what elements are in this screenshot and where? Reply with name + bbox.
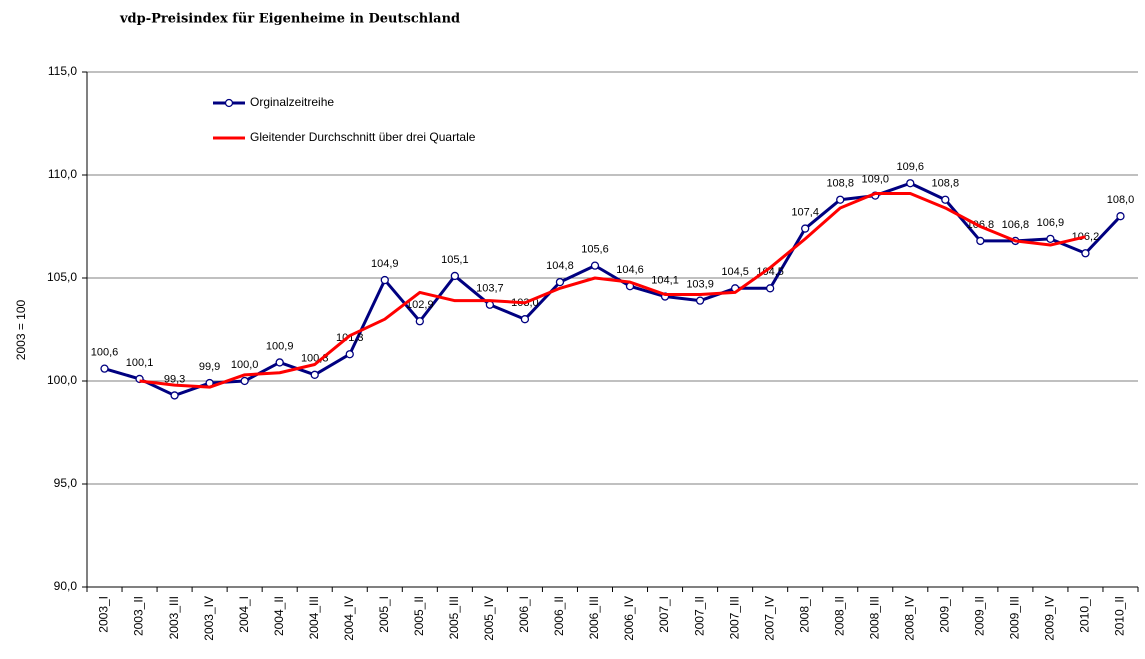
data-label: 99,3 (164, 373, 185, 385)
data-label: 100,1 (126, 357, 154, 369)
x-tick-label: 2008_IV (902, 596, 916, 641)
point (906, 179, 915, 188)
series-line (104, 181, 1122, 397)
data-label: 100,9 (266, 340, 294, 352)
x-tick-label: 2008_II (832, 596, 846, 636)
data-label: 104,5 (756, 266, 784, 278)
data-label: 109,0 (861, 174, 889, 186)
legend-label: Orginalzeitreihe (250, 95, 334, 109)
point (941, 195, 950, 204)
point (100, 364, 109, 373)
x-tick-label: 2005_II (412, 596, 426, 636)
data-label: 106,9 (1037, 217, 1065, 229)
data-label: 104,5 (721, 266, 749, 278)
data-label: 103,9 (686, 279, 714, 291)
point (240, 376, 249, 386)
point (450, 271, 460, 281)
point (275, 358, 284, 367)
point (1046, 234, 1055, 244)
data-label: 100,0 (231, 359, 259, 371)
x-tick-label: 2006_II (552, 596, 566, 636)
x-tick-label: 2009_IV (1043, 596, 1057, 641)
data-label: 105,6 (581, 244, 609, 256)
point (766, 284, 775, 293)
y-tick-label: 95,0 (54, 476, 78, 490)
point (976, 236, 985, 246)
data-label: 100,6 (91, 347, 119, 359)
x-tick-label: 2005_IV (482, 596, 496, 641)
series-line (139, 192, 1086, 389)
point (345, 350, 354, 359)
x-tick-label: 2005_I (377, 596, 391, 633)
x-tick-label: 2003_III (167, 596, 181, 639)
data-label: 108,8 (932, 178, 960, 190)
x-tick-label: 2003_IV (202, 596, 216, 641)
point (1081, 249, 1090, 258)
point (170, 391, 179, 400)
data-label: 108,0 (1107, 194, 1135, 206)
legend-marker (224, 98, 234, 108)
x-tick-label: 2009_I (937, 596, 951, 633)
x-tick-label: 2010_I (1078, 596, 1092, 633)
x-tick-label: 2006_I (517, 596, 531, 633)
x-tick-label: 2004_I (237, 596, 251, 633)
point (485, 300, 495, 309)
x-tick-label: 2008_I (797, 596, 811, 633)
data-label: 104,8 (546, 260, 574, 272)
data-label: 107,4 (791, 206, 819, 218)
point (520, 315, 530, 324)
x-tick-label: 2007_II (692, 596, 706, 636)
data-label: 100,3 (301, 353, 329, 365)
data-label: 104,9 (371, 258, 399, 270)
y-axis-label: 2003 = 100 (14, 299, 28, 360)
data-label: 108,8 (826, 178, 854, 190)
data-label: 106,8 (1002, 219, 1030, 231)
y-tick-label: 115,0 (48, 64, 77, 78)
point (380, 275, 389, 285)
x-tick-label: 2009_III (1008, 596, 1022, 639)
data-label: 104,1 (651, 274, 679, 286)
x-tick-label: 2005_III (447, 596, 461, 639)
point (590, 261, 600, 270)
chart-title: vdp-Preisindex für Eigenheime in Deutsch… (119, 12, 460, 27)
x-tick-label: 2003_II (132, 596, 146, 636)
point (415, 317, 424, 326)
point (695, 296, 705, 305)
x-tick-label: 2009_II (973, 596, 987, 636)
point (801, 224, 810, 233)
y-tick-label: 90,0 (54, 579, 78, 593)
legend-label: Gleitender Durchschnitt über drei Quarta… (250, 130, 476, 144)
x-tick-label: 2007_III (727, 596, 741, 639)
point (310, 370, 319, 379)
y-tick-label: 110,0 (48, 167, 77, 181)
x-tick-label: 2007_I (657, 596, 671, 633)
x-tick-label: 2006_IV (622, 596, 636, 641)
x-tick-label: 2006_III (587, 596, 601, 639)
x-tick-label: 2008_III (867, 596, 881, 639)
x-tick-label: 2010_II (1113, 596, 1127, 636)
point (555, 277, 565, 287)
x-tick-label: 2007_IV (762, 596, 776, 641)
data-label: 102,9 (406, 299, 434, 311)
data-label: 104,6 (616, 264, 644, 276)
data-label: 105,1 (441, 254, 469, 266)
data-label: 99,9 (199, 361, 220, 373)
x-tick-label: 2004_II (272, 596, 286, 636)
x-tick-label: 2003_I (97, 596, 111, 633)
x-tick-label: 2004_III (307, 596, 321, 639)
y-tick-label: 105,0 (47, 270, 77, 284)
x-tick-label: 2004_IV (342, 596, 356, 641)
y-tick-label: 100,0 (47, 373, 77, 387)
data-label: 103,7 (476, 283, 504, 295)
point (836, 195, 845, 204)
data-label: 109,6 (897, 161, 925, 173)
point (1116, 212, 1125, 221)
